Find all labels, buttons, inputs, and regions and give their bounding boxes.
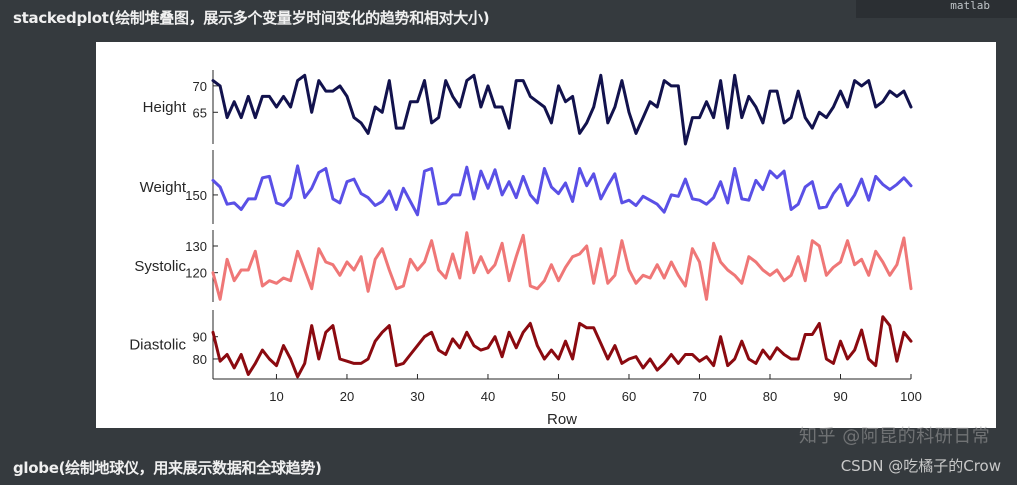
series-line-diastolic bbox=[211, 315, 913, 379]
x-tick-label: 90 bbox=[833, 389, 847, 404]
x-tick-label: 10 bbox=[269, 389, 283, 404]
x-tick-label: 20 bbox=[340, 389, 354, 404]
x-axis-label: Row bbox=[547, 411, 577, 428]
series-line-systolic bbox=[211, 231, 913, 301]
x-tick-label: 100 bbox=[900, 389, 922, 404]
y-tick-label: 65 bbox=[193, 105, 207, 120]
y-tick-label: 90 bbox=[193, 330, 207, 345]
globe-heading: globe(绘制地球仪，用来展示数据和全球趋势) bbox=[13, 459, 322, 477]
code-language-label: matlab bbox=[856, 0, 1017, 18]
y-tick-label: 120 bbox=[185, 266, 207, 281]
series-label-systolic: Systolic bbox=[134, 258, 186, 275]
stacked-plot-figure: 65 70 Height 150 Weight 120 130 Systolic 80 90 Dia… bbox=[96, 42, 996, 447]
x-tick-label: 70 bbox=[692, 389, 706, 404]
x-tick-label: 80 bbox=[763, 389, 777, 404]
series-label-diastolic: Diastolic bbox=[129, 337, 186, 354]
y-tick-label: 130 bbox=[185, 239, 207, 254]
y-tick-label: 150 bbox=[185, 188, 207, 203]
series-line-height bbox=[211, 73, 913, 146]
x-tick-label: 30 bbox=[410, 389, 424, 404]
series-label-height: Height bbox=[143, 99, 187, 116]
y-tick-label: 80 bbox=[193, 352, 207, 367]
x-tick-label: 40 bbox=[481, 389, 495, 404]
y-tick-label: 70 bbox=[193, 79, 207, 94]
x-tick-label: 50 bbox=[551, 389, 565, 404]
series-line-weight bbox=[211, 164, 913, 217]
series-label-weight: Weight bbox=[140, 179, 187, 196]
csdn-watermark: CSDN @吃橘子的Crow bbox=[840, 457, 1001, 475]
stackedplot-heading: stackedplot(绘制堆叠图，展示多个变量岁时间变化的趋势和相对大小) bbox=[13, 9, 490, 27]
x-tick-label: 60 bbox=[622, 389, 636, 404]
